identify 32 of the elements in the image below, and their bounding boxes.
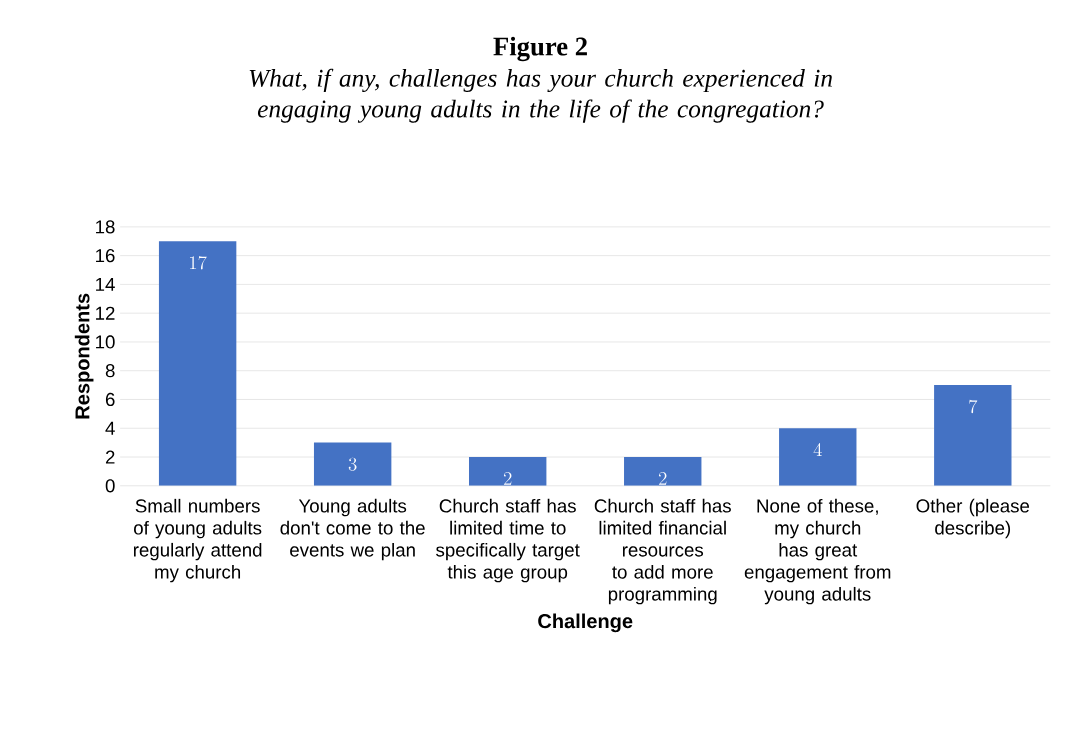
y-tick-label: 6	[105, 392, 115, 407]
y-tick-label: 4	[105, 421, 115, 435]
x-tick-label: Church staff has limited time to specifically target this age group	[436, 498, 580, 583]
y-tick-label: 12	[96, 306, 115, 320]
bar	[624, 457, 702, 486]
data-label: 7	[969, 399, 978, 414]
chart-title: Figure 2	[493, 36, 587, 62]
x-tick-label: None of these, my church has great engagement from young adults	[744, 498, 891, 605]
y-axis-title: Respondents	[74, 293, 94, 419]
x-tick-label: Church staff has limited financial resources to add more programming	[594, 498, 731, 605]
bar	[779, 428, 857, 486]
bar	[469, 457, 547, 486]
y-tick-label: 2	[105, 450, 115, 464]
data-label: 3	[348, 457, 357, 471]
data-label: 4	[813, 443, 822, 457]
bar	[158, 241, 237, 486]
data-label: 2	[658, 472, 667, 485]
bar	[313, 442, 392, 486]
y-tick-label: 16	[96, 249, 115, 263]
y-tick-label: 8	[105, 364, 115, 378]
bar	[934, 385, 1012, 486]
x-axis-title: Challenge	[538, 613, 633, 633]
y-tick-label: 18	[96, 220, 115, 234]
data-label: 17	[189, 256, 207, 270]
x-tick-label: Young adults don't come to the events we plan	[280, 498, 425, 561]
y-tick-label: 10	[96, 335, 115, 349]
y-tick-label: 14	[96, 277, 115, 291]
y-tick-label: 0	[105, 479, 115, 493]
chart-subtitle: What, if any, challenges has your church experienced in engaging young adults in the life of the congregation?	[249, 68, 832, 123]
x-tick-label: Other (please describe)	[916, 498, 1030, 539]
data-label: 2	[503, 472, 512, 485]
x-tick-label: Small numbers of young adults regularly attend my church	[133, 498, 262, 583]
